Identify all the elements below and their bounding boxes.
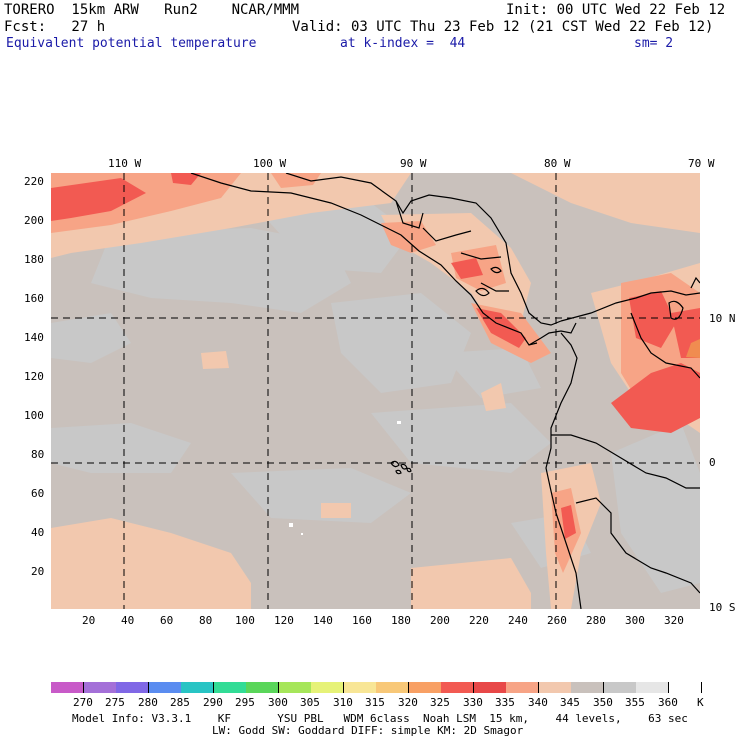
physics-info: LW: Godd SW: Goddard DIFF: simple KM: 2D… <box>212 724 524 737</box>
lat-label-0: 0 <box>709 456 716 469</box>
colorbar-swatch <box>668 682 702 693</box>
grid-x-label: 60 <box>160 614 174 627</box>
lon-label-70w: 70 W <box>688 157 715 170</box>
colorbar-swatch <box>473 682 507 693</box>
grid-x-label: 20 <box>82 614 96 627</box>
colorbar-swatch <box>441 682 474 693</box>
grid-y-label: 120 <box>24 370 44 383</box>
colorbar-swatch <box>603 682 637 693</box>
grid-y-label: 200 <box>24 214 44 227</box>
grid-x-label: 180 <box>391 614 411 627</box>
grid-y-label: 80 <box>31 448 45 461</box>
colorbar-label: 330 <box>463 696 483 709</box>
lon-label-100w: 100 W <box>253 157 287 170</box>
grid-x-label: 240 <box>508 614 528 627</box>
grid-x-label: 120 <box>274 614 294 627</box>
colorbar-swatch <box>278 682 312 693</box>
colorbar-label: 280 <box>138 696 158 709</box>
grid-x-label: 40 <box>121 614 135 627</box>
smoothing: sm= 2 <box>634 36 674 51</box>
colorbar-unit: K <box>697 696 704 709</box>
colorbar-swatch <box>116 682 149 693</box>
grid-x-label: 260 <box>547 614 567 627</box>
grid-y-label: 40 <box>31 526 45 539</box>
grid-y-label: 100 <box>24 409 44 422</box>
colorbar-label: 285 <box>170 696 190 709</box>
grid-x-label: 140 <box>313 614 333 627</box>
forecast-hour: Fcst: 27 h <box>4 19 106 35</box>
colorbar-label: 290 <box>203 696 223 709</box>
colorbar-label: 345 <box>560 696 580 709</box>
colorbar-swatch <box>213 682 247 693</box>
colorbar-label: 325 <box>430 696 450 709</box>
theta-e-map <box>51 173 700 609</box>
isolated-points <box>289 421 401 535</box>
grid-y-label: 140 <box>24 331 44 344</box>
model-title: TORERO 15km ARW Run2 NCAR/MMM <box>4 2 300 18</box>
colorbar-swatch <box>311 682 344 693</box>
colorbar-swatch <box>246 682 279 693</box>
colorbar-label: 270 <box>73 696 93 709</box>
grid-y-label: 60 <box>31 487 45 500</box>
colorbar-swatch <box>376 682 409 693</box>
colorbar-swatch <box>83 682 117 693</box>
colorbar-label: 340 <box>528 696 548 709</box>
field-name: Equivalent potential temperature <box>6 36 257 51</box>
grid-x-label: 280 <box>586 614 606 627</box>
colorbar-label: 300 <box>268 696 288 709</box>
latlon-grid <box>51 173 700 609</box>
colorbar-swatch <box>343 682 377 693</box>
valid-time: Valid: 03 UTC Thu 23 Feb 12 (21 CST Wed … <box>292 19 714 35</box>
colorbar-label: 310 <box>333 696 353 709</box>
model-info: Model Info: V3.3.1 KF YSU PBL WDM 6class… <box>72 712 688 725</box>
colorbar-label: 360 <box>658 696 678 709</box>
colorbar-label: 350 <box>593 696 613 709</box>
warm-330-areas <box>51 173 700 539</box>
colorbar-swatch <box>51 682 84 693</box>
grid-y-label: 160 <box>24 292 44 305</box>
colorbar-swatch <box>148 682 182 693</box>
colorbar-swatch <box>571 682 604 693</box>
colorbar-label: 315 <box>365 696 385 709</box>
colorbar-swatch <box>538 682 572 693</box>
colorbar-swatch <box>408 682 442 693</box>
grid-x-label: 80 <box>199 614 213 627</box>
k-index: at k-index = 44 <box>340 36 466 51</box>
warm-325-area <box>686 339 700 358</box>
grid-y-label: 180 <box>24 253 44 266</box>
grid-y-label: 20 <box>31 565 45 578</box>
coastlines <box>190 173 700 609</box>
grid-x-label: 220 <box>469 614 489 627</box>
grid-x-label: 160 <box>352 614 372 627</box>
lon-label-80w: 80 W <box>544 157 571 170</box>
grid-x-label: 320 <box>664 614 684 627</box>
grid-y-label: 220 <box>24 175 44 188</box>
colorbar-label: 355 <box>625 696 645 709</box>
colorbar-label: 275 <box>105 696 125 709</box>
init-time: Init: 00 UTC Wed 22 Feb 12 <box>506 2 726 18</box>
colorbar-swatch <box>506 682 539 693</box>
grid-x-label: 100 <box>235 614 255 627</box>
colorbar-label: 305 <box>300 696 320 709</box>
grid-x-label: 200 <box>430 614 450 627</box>
lon-label-90w: 90 W <box>400 157 427 170</box>
grid-x-label: 300 <box>625 614 645 627</box>
colorbar-label: 335 <box>495 696 515 709</box>
lon-label-110w: 110 W <box>108 157 142 170</box>
colorbar-label: 320 <box>398 696 418 709</box>
colorbar-label: 295 <box>235 696 255 709</box>
colorbar-swatch <box>181 682 214 693</box>
lat-label-10n: 10 N <box>709 312 736 325</box>
lat-label-10s: 10 S <box>709 601 736 614</box>
map-canvas <box>51 173 700 609</box>
colorbar-swatch <box>636 682 669 693</box>
